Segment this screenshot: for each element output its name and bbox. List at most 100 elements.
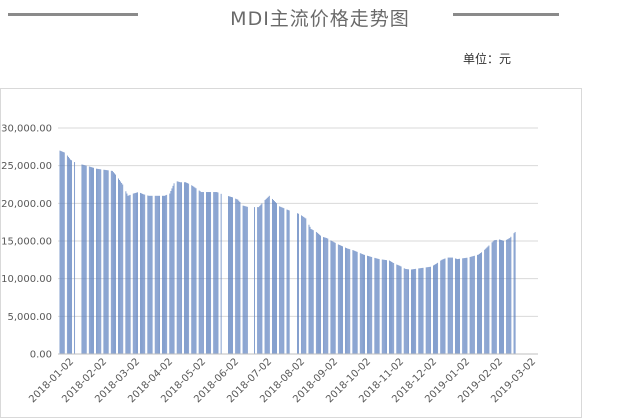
price-bar xyxy=(444,258,446,354)
price-bar xyxy=(419,268,421,354)
price-bar xyxy=(106,170,108,354)
price-bar xyxy=(414,269,416,354)
price-bar xyxy=(508,238,510,354)
price-bar xyxy=(74,162,76,354)
price-bar xyxy=(391,261,392,354)
price-bar xyxy=(437,262,439,354)
price-bar xyxy=(150,195,152,354)
price-bar xyxy=(455,258,456,354)
y-tick-label: 20,000.00 xyxy=(1,199,52,210)
price-bar xyxy=(85,165,87,354)
price-bar xyxy=(473,255,475,354)
price-bar xyxy=(480,253,481,354)
price-bar xyxy=(448,257,450,354)
price-bar xyxy=(348,248,350,354)
price-bar xyxy=(128,195,130,354)
price-bar xyxy=(177,181,179,354)
price-bar xyxy=(238,200,240,354)
y-tick-label: 30,000.00 xyxy=(1,124,52,135)
price-bar xyxy=(352,250,354,354)
price-bar xyxy=(324,237,326,354)
header-rule-right xyxy=(453,13,559,16)
price-bar xyxy=(214,192,216,354)
price-bar xyxy=(137,192,138,354)
price-bar xyxy=(156,195,158,354)
price-bar xyxy=(301,215,303,354)
price-bar xyxy=(459,258,460,354)
price-bar xyxy=(231,197,232,354)
price-bar xyxy=(495,239,497,354)
price-bar xyxy=(403,268,405,354)
price-bar xyxy=(472,256,474,354)
price-bar xyxy=(92,167,93,354)
price-bar xyxy=(420,268,422,354)
price-bar xyxy=(147,195,149,354)
price-bar xyxy=(355,251,357,354)
header-rule-left xyxy=(8,13,138,16)
price-bar xyxy=(112,172,114,354)
price-bar xyxy=(213,192,215,354)
price-bar xyxy=(382,259,384,354)
price-bar xyxy=(254,207,255,354)
price-bar xyxy=(258,207,260,354)
price-bar xyxy=(443,258,445,354)
price-bar xyxy=(484,249,486,354)
price-bar xyxy=(61,151,63,354)
price-bar xyxy=(268,195,270,354)
price-bar xyxy=(170,190,172,354)
price-bar xyxy=(107,170,109,354)
price-bar xyxy=(304,217,306,354)
price-bar xyxy=(481,252,482,354)
price-bar xyxy=(340,245,341,354)
price-bar xyxy=(374,257,376,354)
price-bar xyxy=(172,185,174,354)
price-bar xyxy=(98,168,100,354)
price-bar xyxy=(485,248,487,354)
price-bar xyxy=(369,256,371,354)
price-bar xyxy=(470,256,472,354)
price-bar xyxy=(349,249,351,354)
price-bar xyxy=(140,192,141,354)
price-bar xyxy=(165,195,167,354)
price-bar xyxy=(173,183,175,354)
price-bar xyxy=(114,173,115,354)
price-bar xyxy=(272,198,273,354)
price-bar xyxy=(428,266,430,354)
price-bar xyxy=(125,191,127,354)
price-bar xyxy=(330,240,332,354)
price-bar xyxy=(200,192,202,354)
price-bar xyxy=(242,205,244,354)
price-bar xyxy=(361,254,363,354)
price-bar xyxy=(202,192,204,354)
price-bar xyxy=(134,192,136,354)
price-bar xyxy=(390,261,391,354)
price-bar xyxy=(325,237,327,354)
price-bar xyxy=(422,267,424,354)
price-bar xyxy=(302,216,304,354)
price-bar xyxy=(286,209,288,354)
price-bar xyxy=(245,206,247,354)
price-bar xyxy=(309,226,311,354)
price-bar xyxy=(83,165,85,354)
price-bar xyxy=(465,257,467,354)
price-bar xyxy=(513,233,515,354)
price-bar xyxy=(442,259,444,354)
price-bar xyxy=(144,194,146,354)
price-bar xyxy=(447,257,449,354)
price-bar xyxy=(207,192,208,354)
price-bar xyxy=(62,151,64,354)
price-bar xyxy=(187,183,188,354)
unit-label: 单位：元 xyxy=(463,52,512,66)
price-bar xyxy=(192,186,194,354)
price-bar xyxy=(478,254,479,354)
price-bar xyxy=(368,256,369,354)
price-bar xyxy=(360,253,362,354)
price-bar xyxy=(367,255,368,354)
price-bar xyxy=(375,258,377,354)
price-bar xyxy=(198,190,200,354)
price-bar xyxy=(501,240,502,354)
price-bar xyxy=(143,194,145,354)
price-bar xyxy=(436,263,437,354)
price-bar xyxy=(494,240,496,354)
price-bar xyxy=(193,186,195,354)
